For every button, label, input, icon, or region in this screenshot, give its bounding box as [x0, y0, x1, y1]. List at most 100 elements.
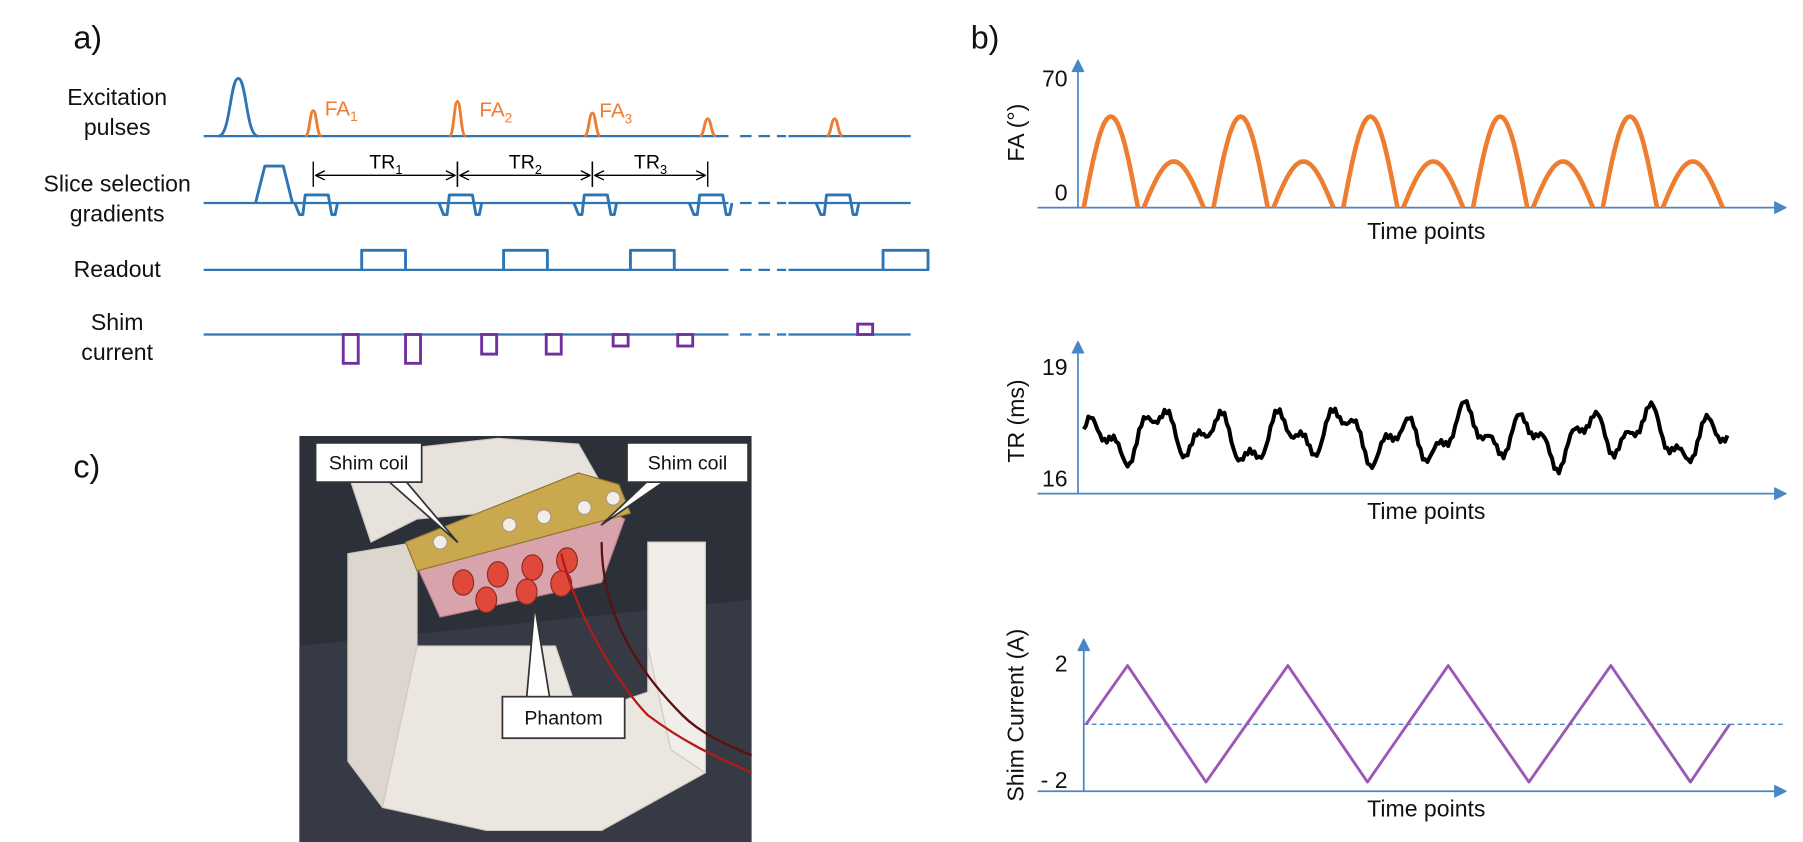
board-connector: [576, 500, 592, 516]
panel-label: c): [73, 449, 100, 485]
phantom-vial: [475, 586, 498, 614]
slice-gradient: [254, 164, 294, 204]
shim-board: [404, 472, 632, 572]
tr-label-sub: 1: [395, 162, 402, 177]
rf-pulse: [825, 117, 844, 138]
flip-angle-label-sub: 2: [505, 110, 513, 125]
rf-pulse: [304, 109, 323, 138]
shim-pulse: [676, 333, 695, 348]
phantom-vial: [486, 561, 509, 588]
shim-pulse: [611, 333, 630, 348]
axis-arrow: [1077, 638, 1091, 652]
rf-pulse: [447, 100, 467, 138]
wire: [600, 542, 753, 757]
y-top-label: 2: [1055, 650, 1068, 676]
rf-pulse: [699, 117, 717, 138]
flip-angle-label-base: FA: [479, 98, 505, 121]
callout-text: Phantom: [524, 707, 602, 729]
board-connector: [605, 490, 621, 506]
rf-pulse: [583, 111, 602, 138]
slice-gradient: [293, 193, 339, 216]
callout-text: Shim coil: [648, 452, 728, 474]
holder-wall: [647, 541, 706, 774]
flip-angle-label-sub: 1: [350, 109, 358, 124]
flip-angle-label: FA2: [479, 98, 512, 125]
axis-arrow: [1774, 784, 1787, 798]
board-connector: [432, 534, 448, 550]
tr-arrowhead: [459, 170, 470, 181]
tr-arrowhead: [445, 170, 456, 181]
shim-curve: [1084, 664, 1731, 784]
board-connector: [501, 517, 517, 533]
readout-window: [502, 248, 549, 270]
tr-label: TR1: [369, 151, 402, 177]
readout-window: [881, 248, 930, 270]
shim-pulse: [480, 333, 499, 356]
x-axis-title: Time points: [1367, 218, 1485, 244]
readout-window: [360, 248, 407, 270]
tr-arrowhead: [593, 170, 605, 181]
tr-label-sub: 3: [660, 162, 667, 177]
flip-angle-label-sub: 3: [625, 111, 633, 126]
slice-gradient: [437, 193, 484, 216]
phantom-vial: [521, 554, 544, 581]
tr-label: TR3: [634, 151, 667, 177]
row-label: Slice selection: [44, 170, 191, 196]
readout-window: [629, 248, 676, 270]
y-top-label: 70: [1042, 66, 1068, 92]
excitation-pulse: [217, 76, 259, 138]
callout-box: [501, 695, 626, 740]
y-axis-title: TR (ms): [1003, 379, 1029, 462]
row-label: Readout: [74, 256, 162, 282]
row-label: Shim: [91, 309, 144, 335]
tr-arrowhead: [314, 170, 326, 181]
shim-pulse: [544, 333, 563, 356]
y-bottom-label: 16: [1042, 466, 1068, 492]
panel-label: b): [971, 19, 1000, 55]
tr-label: TR2: [509, 151, 542, 177]
slice-gradient: [687, 193, 734, 216]
axis-arrow: [1071, 59, 1085, 73]
phantom-vial: [452, 569, 475, 596]
x-axis-title: Time points: [1367, 796, 1485, 822]
row-label: pulses: [84, 114, 151, 140]
tr-arrowhead: [695, 170, 707, 181]
phantom-vial: [515, 578, 538, 605]
x-axis-title: Time points: [1367, 498, 1485, 524]
row-label: current: [81, 339, 153, 365]
axis-arrow: [1774, 201, 1787, 214]
y-top-label: 19: [1042, 354, 1068, 380]
flip-angle-label: FA1: [325, 97, 358, 124]
row-label: Excitation: [67, 84, 167, 110]
callout-box: [626, 442, 749, 483]
fa-curve: [1081, 114, 1725, 209]
tr-arrowhead: [580, 170, 591, 181]
tr-label-sub: 2: [535, 162, 542, 177]
shim-pulse: [856, 322, 875, 336]
shim-pulse: [341, 333, 360, 365]
phantom-vial: [550, 570, 573, 597]
board-connector: [536, 509, 552, 525]
tr-label-base: TR: [369, 151, 395, 173]
tr-label-base: TR: [509, 151, 535, 173]
callout-text: Shim coil: [329, 452, 409, 474]
axis-arrow: [1774, 487, 1787, 501]
y-bottom-label: - 2: [1041, 767, 1068, 793]
slice-gradient: [814, 193, 861, 216]
flip-angle-label-base: FA: [325, 97, 351, 120]
y-axis-title: Shim Current (A): [1003, 629, 1029, 802]
callout-box: [314, 442, 423, 483]
flip-angle-label: FA3: [599, 100, 632, 127]
shim-pulse: [404, 333, 422, 365]
tr-label-base: TR: [634, 151, 660, 173]
flip-angle-label-base: FA: [599, 100, 625, 123]
tr-curve: [1082, 399, 1730, 476]
y-bottom-label: 0: [1055, 180, 1068, 206]
wire: [560, 553, 753, 774]
slice-gradient: [572, 193, 619, 216]
phantom-vial: [556, 547, 578, 574]
panel-label: a): [73, 19, 102, 55]
axis-arrow: [1071, 340, 1085, 354]
